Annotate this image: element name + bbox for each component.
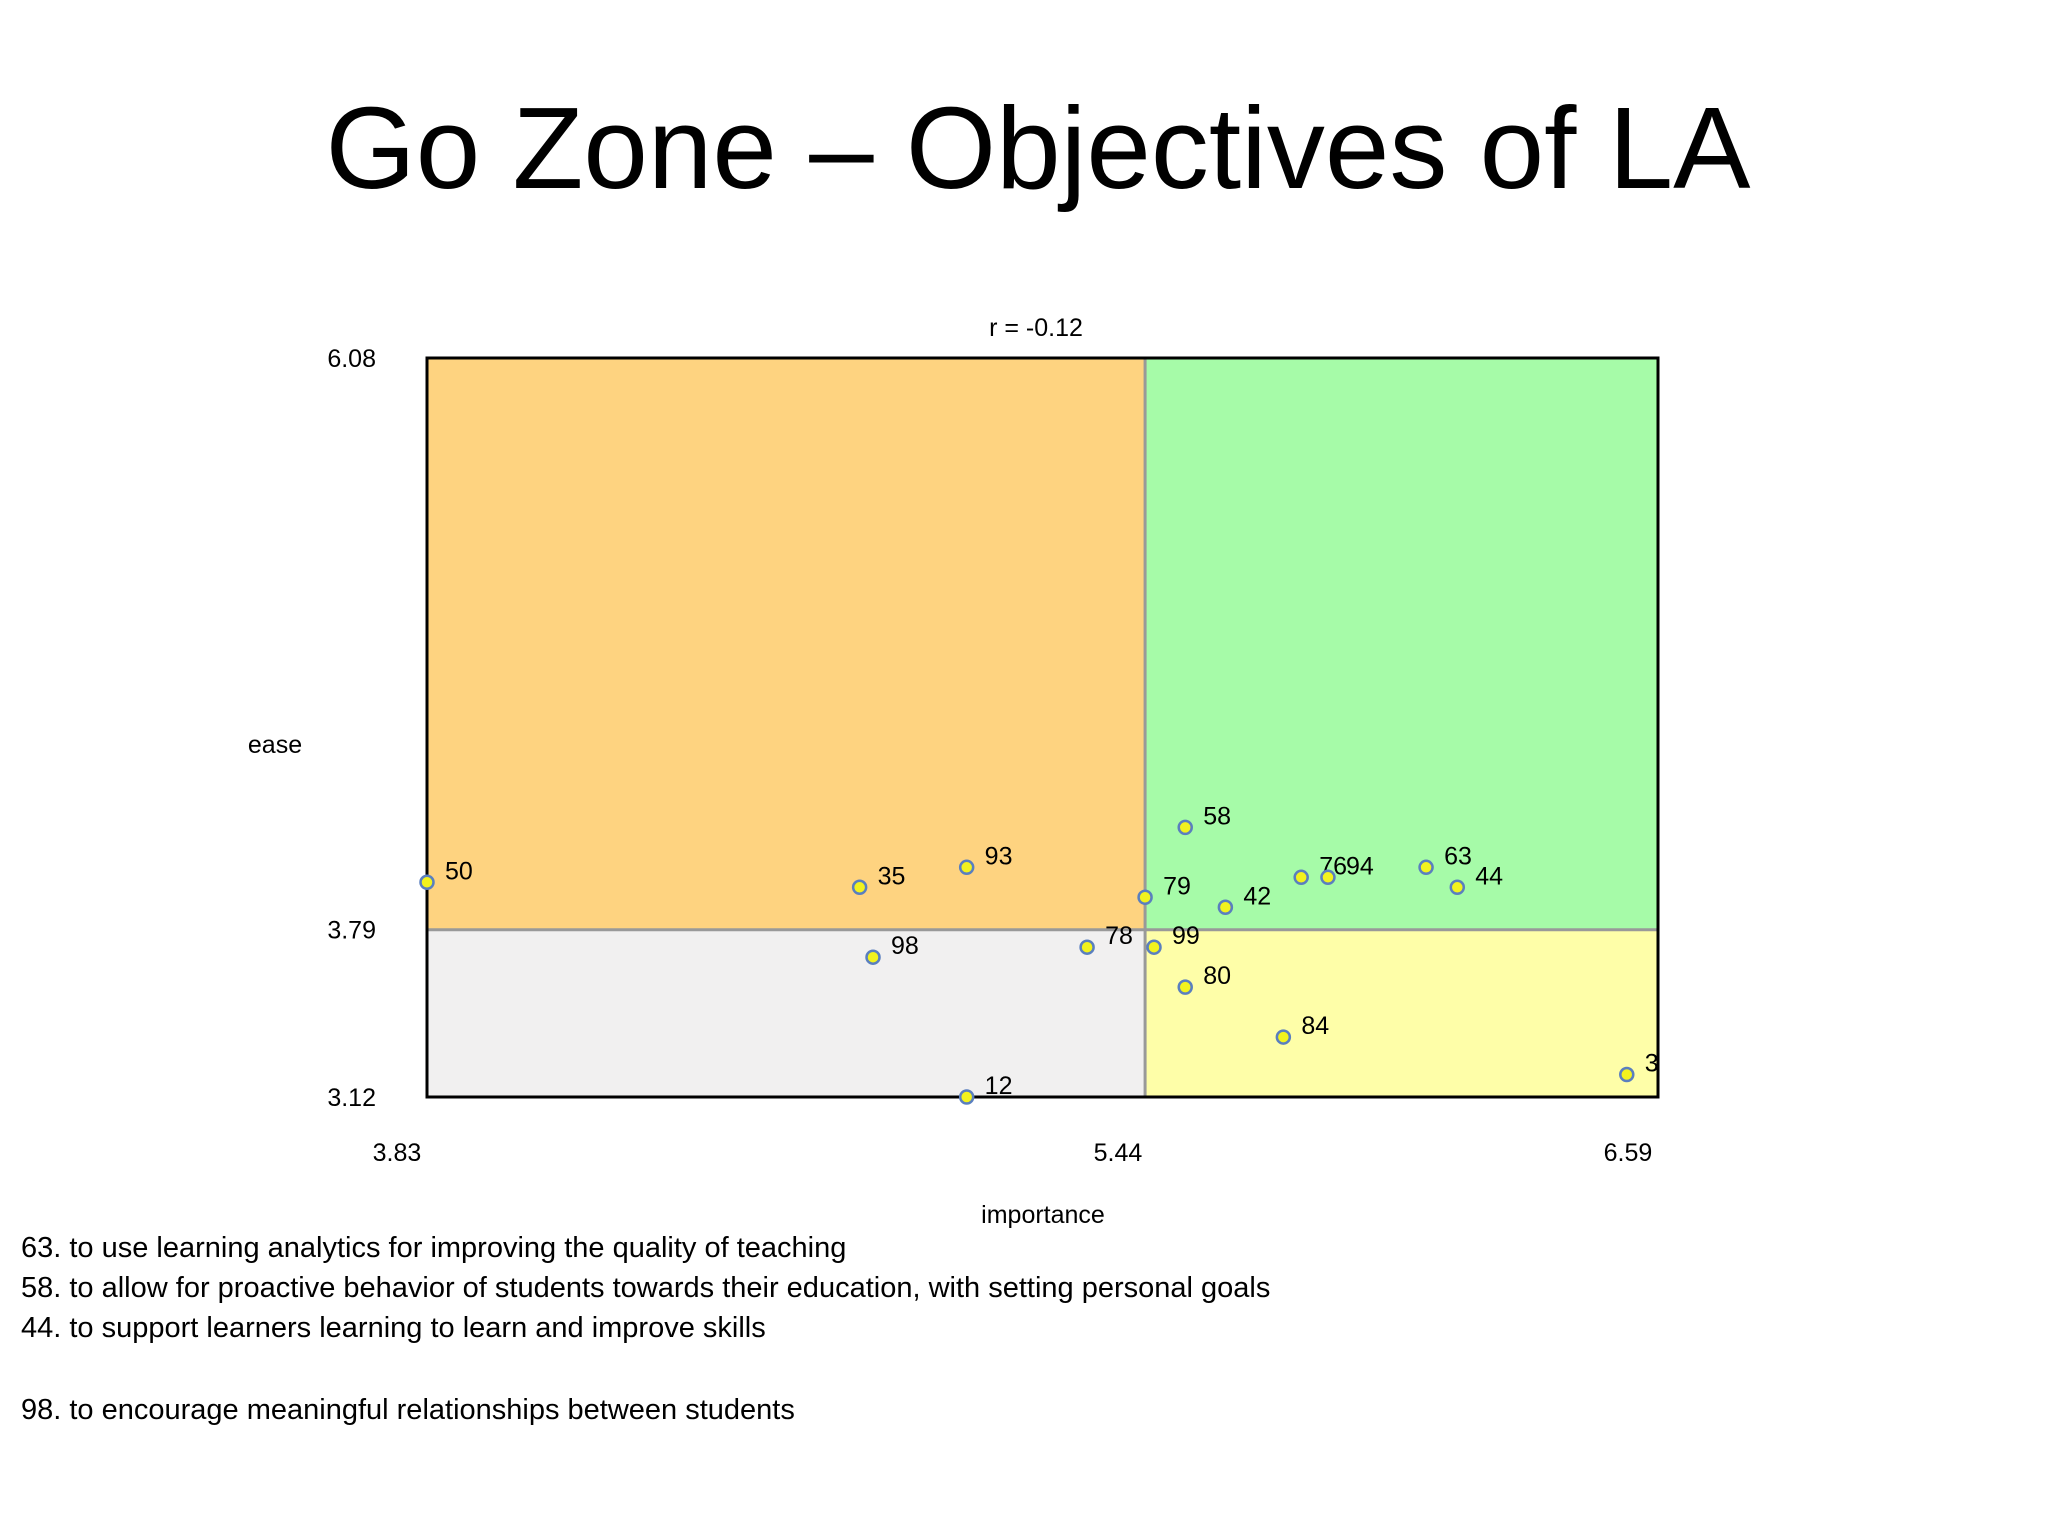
data-point — [1217, 899, 1234, 916]
quadrant-high-low — [1145, 929, 1658, 1097]
data-point — [958, 1089, 975, 1105]
note-44: 44. to support learners learning to lear… — [21, 1312, 766, 1344]
y-tick-label: 3.12 — [327, 1084, 376, 1112]
data-point — [1449, 879, 1466, 896]
point-label: 80 — [1203, 962, 1231, 990]
note-63: 63. to use learning analytics for improv… — [21, 1232, 847, 1264]
quadrant-high-high — [1145, 358, 1658, 930]
data-point — [419, 874, 435, 891]
data-point — [1079, 939, 1095, 955]
data-point — [1320, 869, 1336, 886]
data-point — [1137, 889, 1153, 906]
note-58: 58. to allow for proactive behavior of s… — [21, 1272, 1271, 1304]
data-point — [1293, 869, 1309, 886]
point-label: 58 — [1203, 802, 1231, 830]
point-label: 63 — [1444, 842, 1472, 870]
slide-title: Go Zone – Objectives of LA — [325, 83, 1751, 213]
chart-title: r = -0.12 — [989, 314, 1083, 342]
point-label: 93 — [985, 842, 1013, 870]
point-label: 42 — [1243, 882, 1271, 910]
y-tick-labels: 6.08 3.79 3.12 — [327, 345, 376, 1112]
data-point — [851, 879, 868, 896]
x-tick-label: 3.83 — [373, 1139, 422, 1167]
point-label: 12 — [985, 1072, 1013, 1100]
data-point — [1418, 859, 1434, 876]
quadrant-low-low — [427, 929, 1146, 1097]
point-label: 94 — [1346, 852, 1374, 880]
y-tick-label: 3.79 — [327, 917, 376, 945]
data-point — [865, 949, 881, 965]
data-point — [1177, 819, 1193, 836]
x-tick-label: 6.59 — [1604, 1139, 1653, 1167]
x-axis-label: importance — [981, 1201, 1105, 1229]
quadrant-low-high — [427, 358, 1146, 930]
data-point — [1177, 979, 1193, 995]
point-label: 98 — [891, 932, 919, 960]
point-label: 78 — [1105, 922, 1133, 950]
data-point — [1275, 1029, 1292, 1045]
point-label: 79 — [1163, 872, 1191, 900]
y-axis-label: ease — [248, 731, 302, 759]
x-tick-label: 5.44 — [1094, 1139, 1143, 1167]
data-point — [1619, 1066, 1635, 1083]
point-label: 84 — [1301, 1012, 1329, 1040]
point-label: 50 — [445, 857, 473, 885]
point-label: 35 — [878, 862, 906, 890]
point-label: 99 — [1172, 922, 1200, 950]
point-label: 44 — [1475, 862, 1503, 890]
plot-frame — [425, 356, 1660, 1099]
point-label: 3 — [1645, 1050, 1659, 1078]
y-tick-label: 6.08 — [327, 345, 376, 373]
statement-notes: 63. to use learning analytics for improv… — [21, 1228, 1270, 1430]
data-point — [958, 859, 975, 876]
note-98: 98. to encourage meaningful relationship… — [21, 1394, 795, 1426]
x-tick-labels: 3.83 5.44 6.59 — [373, 1139, 1653, 1167]
data-point — [1146, 939, 1162, 955]
